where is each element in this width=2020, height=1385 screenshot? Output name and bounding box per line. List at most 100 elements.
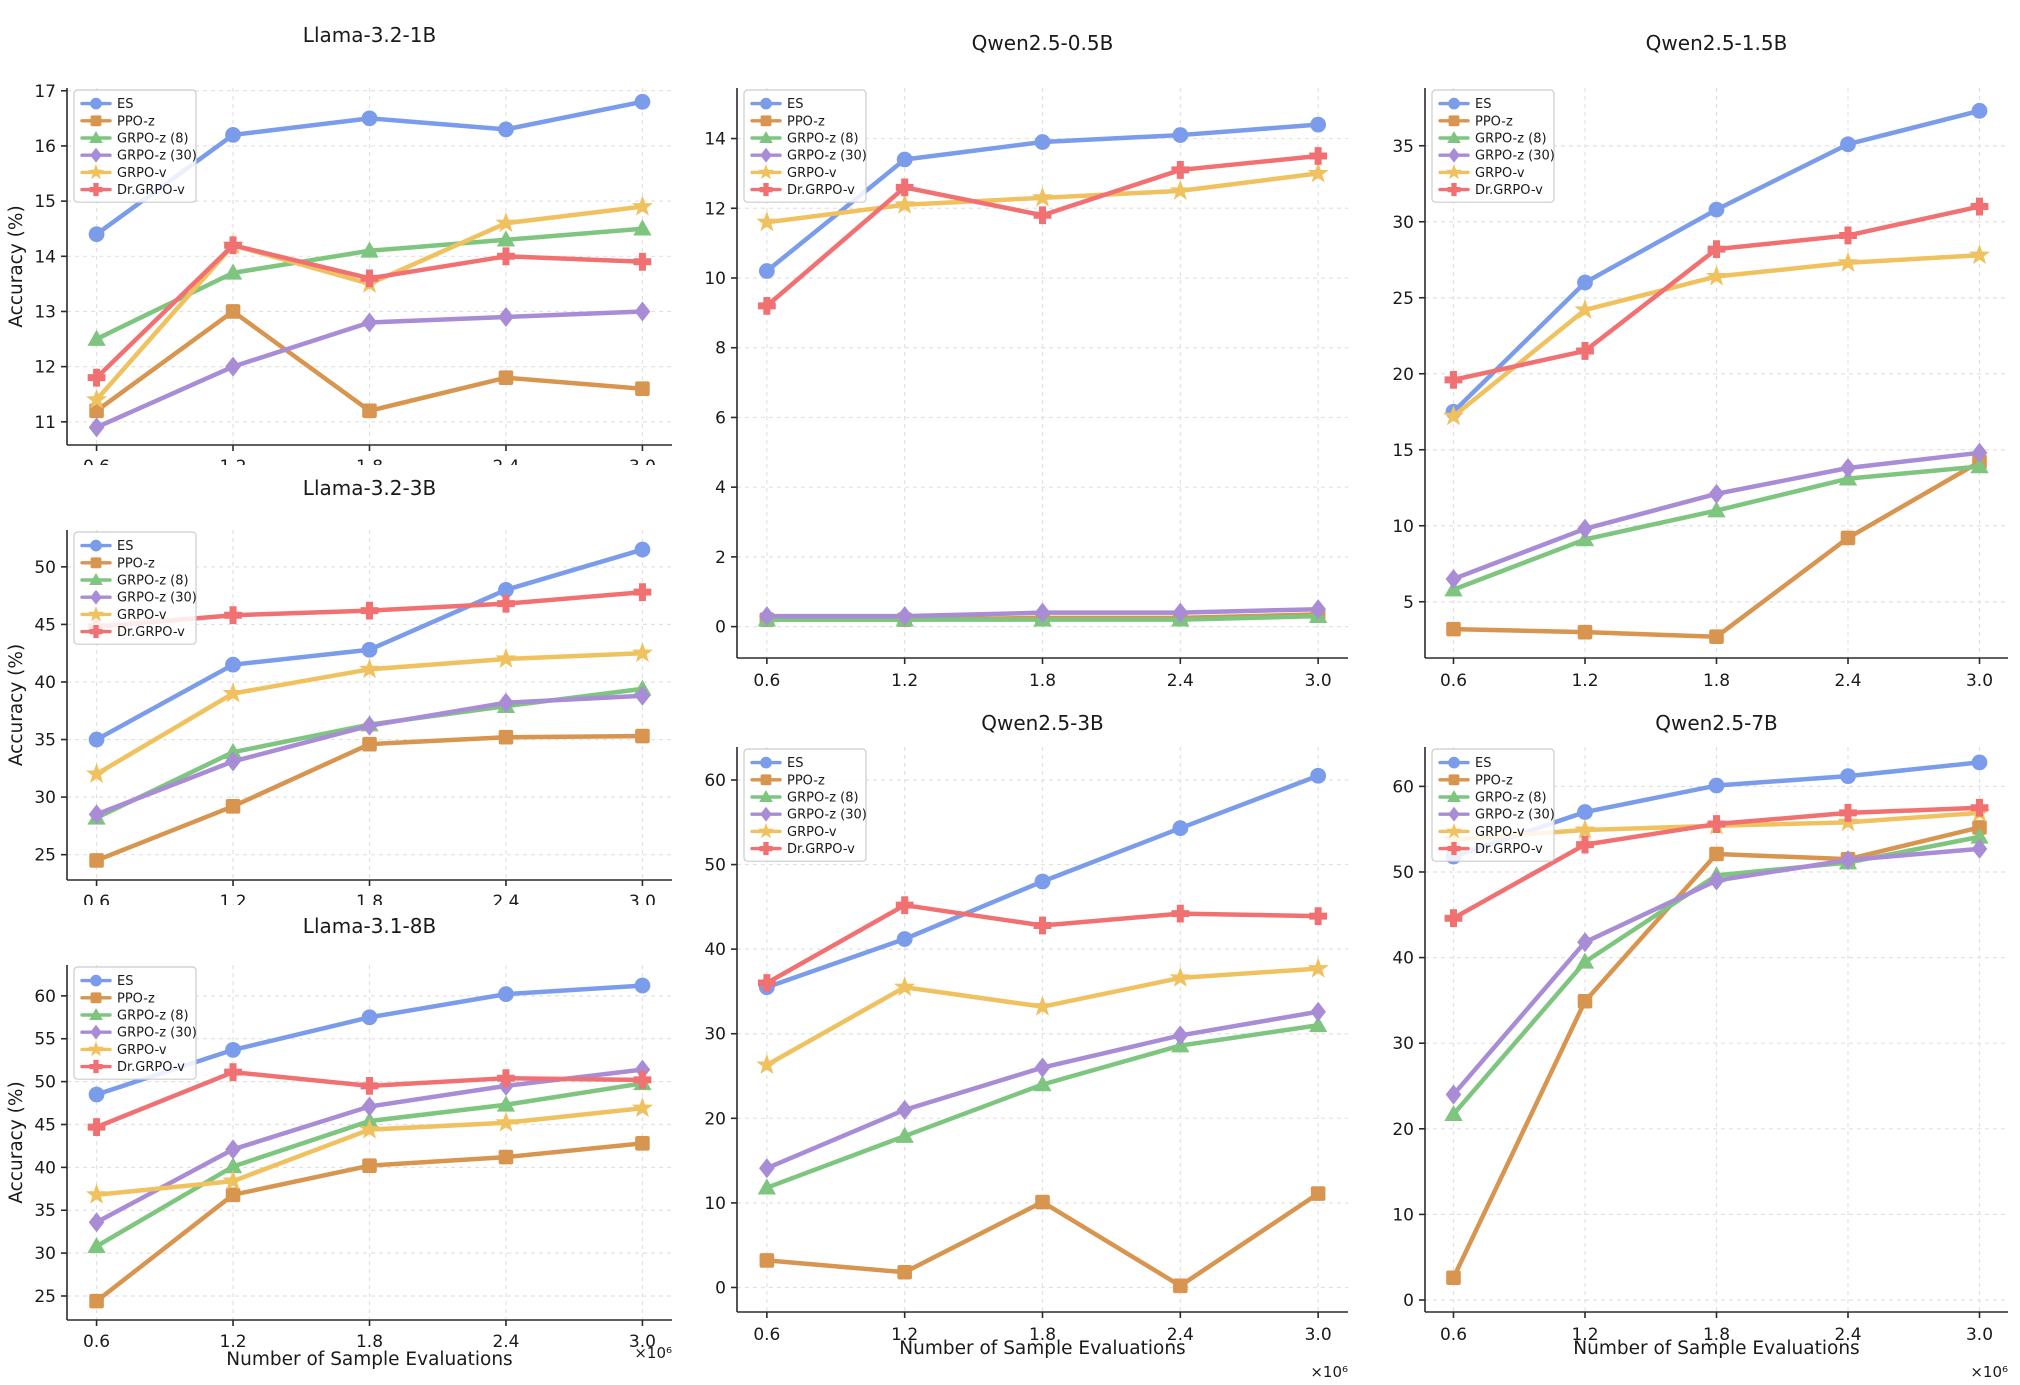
legend: ES PPO-z GRPO-z (8) GRPO-z (30) GRPO-v Dr.GRP… <box>1431 89 1555 203</box>
legend-box <box>73 966 197 1080</box>
legend-item-grpo-v: GRPO-v <box>1438 822 1525 840</box>
x-tick-label: 3.0 <box>629 892 656 905</box>
axes <box>731 88 1348 664</box>
chart-title: Qwen2.5-3B <box>981 711 1104 735</box>
legend-item-grpo-v: GRPO-v <box>80 1040 167 1058</box>
circle-marker-icon <box>361 641 378 658</box>
square-marker-icon <box>1840 530 1856 546</box>
legend-item-grpo-z-30-: GRPO-z (30) <box>1438 147 1555 164</box>
legend-item-label: GRPO-v <box>117 1043 167 1058</box>
axes <box>61 965 672 1326</box>
diamond-marker-icon <box>1448 147 1460 163</box>
square-marker-icon <box>225 304 241 319</box>
square-marker-icon <box>635 381 650 397</box>
column-llama: 11 12 13 14 15 16 17 0.6 1.2 1.8 2.4 3.0 Llama-3.2-1… <box>0 0 680 1385</box>
star-marker-icon <box>86 388 108 409</box>
legend-item-label: Dr.GRPO-v <box>787 842 855 857</box>
series-grpo-v <box>1442 244 1991 426</box>
circle-marker-icon <box>88 1086 105 1103</box>
circle-marker-icon <box>1840 136 1856 153</box>
plus-marker-icon <box>89 183 103 197</box>
diamond-marker-icon <box>498 306 514 327</box>
star-marker-icon <box>88 605 104 622</box>
circle-marker-icon <box>1448 756 1460 769</box>
diamond-marker-icon <box>361 1096 378 1117</box>
legend-item-grpo-v: GRPO-v <box>1438 163 1525 181</box>
legend-item-label: PPO-z <box>787 114 825 129</box>
legend-item-label: GRPO-z (8) <box>787 132 859 147</box>
square-marker-icon <box>760 115 772 127</box>
star-marker-icon <box>1574 298 1596 319</box>
triangle-marker-icon <box>87 329 106 346</box>
legend: ES PPO-z GRPO-z (8) GRPO-z (30) GRPO-v Dr.GRP… <box>73 966 197 1080</box>
square-marker-icon <box>225 1187 241 1203</box>
chart-title: Llama-3.1-8B <box>303 914 436 938</box>
circle-marker-icon <box>896 151 913 168</box>
chart-canvas-llama-3-2-3b: 25 30 35 40 45 50 0.6 1.2 1.8 2.4 3.0 Llama-3.2-3B A… <box>6 476 672 905</box>
plus-marker-icon <box>1839 226 1857 245</box>
y-tick-label: 30 <box>34 788 56 808</box>
column-qwen-small: 0 2 4 6 8 10 12 14 0.6 1.2 1.8 2.4 3.0 Qwen2.5-0.5B ES… <box>680 0 1360 1385</box>
square-marker-icon <box>362 736 377 752</box>
square-marker-icon <box>1173 1278 1188 1294</box>
chart-panel-qwen2-5-0-5b: 0 2 4 6 8 10 12 14 0.6 1.2 1.8 2.4 3.0 Qwen2.5-0.5B ES… <box>680 0 1360 700</box>
y-tick-label: 5 <box>1403 593 1414 613</box>
series-grpo-z-30- <box>88 301 651 438</box>
square-marker-icon <box>1035 1194 1050 1210</box>
x-axis-label: Number of Sample Evaluations <box>1573 1338 1859 1359</box>
plus-marker-icon <box>1444 370 1463 389</box>
y-tick-label: 12 <box>34 358 56 378</box>
star-marker-icon <box>495 647 517 668</box>
plus-marker-icon <box>895 178 914 197</box>
x-axis-multiplier: ×10⁶ <box>1970 1363 2008 1381</box>
plus-marker-icon <box>1309 147 1328 165</box>
circle-marker-icon <box>1034 873 1051 890</box>
x-tick-label: 3.0 <box>629 1332 656 1352</box>
legend-item-grpo-z-8-: GRPO-z (8) <box>80 131 189 147</box>
x-axis-multiplier: ×10⁶ <box>634 1344 672 1362</box>
square-marker-icon <box>1446 621 1461 637</box>
x-axis-multiplier: ×10⁶ <box>1310 1363 1348 1381</box>
square-marker-icon <box>1709 629 1724 645</box>
legend-item-es: ES <box>80 539 133 554</box>
plus-marker-icon <box>757 974 776 992</box>
gridlines <box>1425 88 2008 658</box>
y-tick-label: 11 <box>34 413 56 433</box>
star-marker-icon <box>631 1097 653 1118</box>
legend: ES PPO-z GRPO-z (8) GRPO-z (30) GRPO-v Dr.GRP… <box>743 748 867 862</box>
square-marker-icon <box>362 403 377 419</box>
legend-item-dr-grpo-v: Dr.GRPO-v <box>80 1060 185 1075</box>
y-tick-label: 10 <box>1392 517 1414 537</box>
plus-marker-icon <box>757 296 776 315</box>
square-marker-icon <box>1577 624 1593 640</box>
plus-marker-icon <box>1171 904 1190 923</box>
x-tick-label: 2.4 <box>1834 1325 1861 1345</box>
x-tick-label: 1.8 <box>1029 1325 1056 1345</box>
diamond-marker-icon <box>1310 1001 1326 1022</box>
y-tick-label: 55 <box>34 1030 56 1050</box>
plus-marker-icon <box>224 606 242 625</box>
circle-marker-icon <box>634 541 651 558</box>
diamond-marker-icon <box>1840 457 1856 479</box>
legend-item-label: GRPO-z (8) <box>117 574 189 589</box>
triangle-marker-icon <box>496 1095 516 1112</box>
circle-marker-icon <box>634 977 651 994</box>
legend-item-grpo-z-30-: GRPO-z (30) <box>80 589 197 606</box>
legend-item-grpo-v: GRPO-v <box>750 163 837 181</box>
star-marker-icon <box>1446 163 1462 180</box>
legend-box <box>73 89 197 203</box>
diamond-marker-icon <box>634 685 651 706</box>
diamond-marker-icon <box>760 147 772 163</box>
legend-item-grpo-v: GRPO-v <box>80 163 167 181</box>
circle-marker-icon <box>1172 820 1189 837</box>
square-marker-icon <box>89 1293 104 1309</box>
plus-marker-icon <box>87 1118 106 1136</box>
y-tick-label: 40 <box>34 1158 56 1178</box>
square-marker-icon <box>759 1253 775 1268</box>
x-tick-label: 3.0 <box>629 457 656 465</box>
y-axis-label: Accuracy (%) <box>6 644 27 766</box>
y-tick-label: 10 <box>704 1194 726 1214</box>
legend-box <box>743 748 867 862</box>
x-tick-label: 1.2 <box>1571 1325 1598 1345</box>
y-tick-label: 17 <box>34 82 56 102</box>
